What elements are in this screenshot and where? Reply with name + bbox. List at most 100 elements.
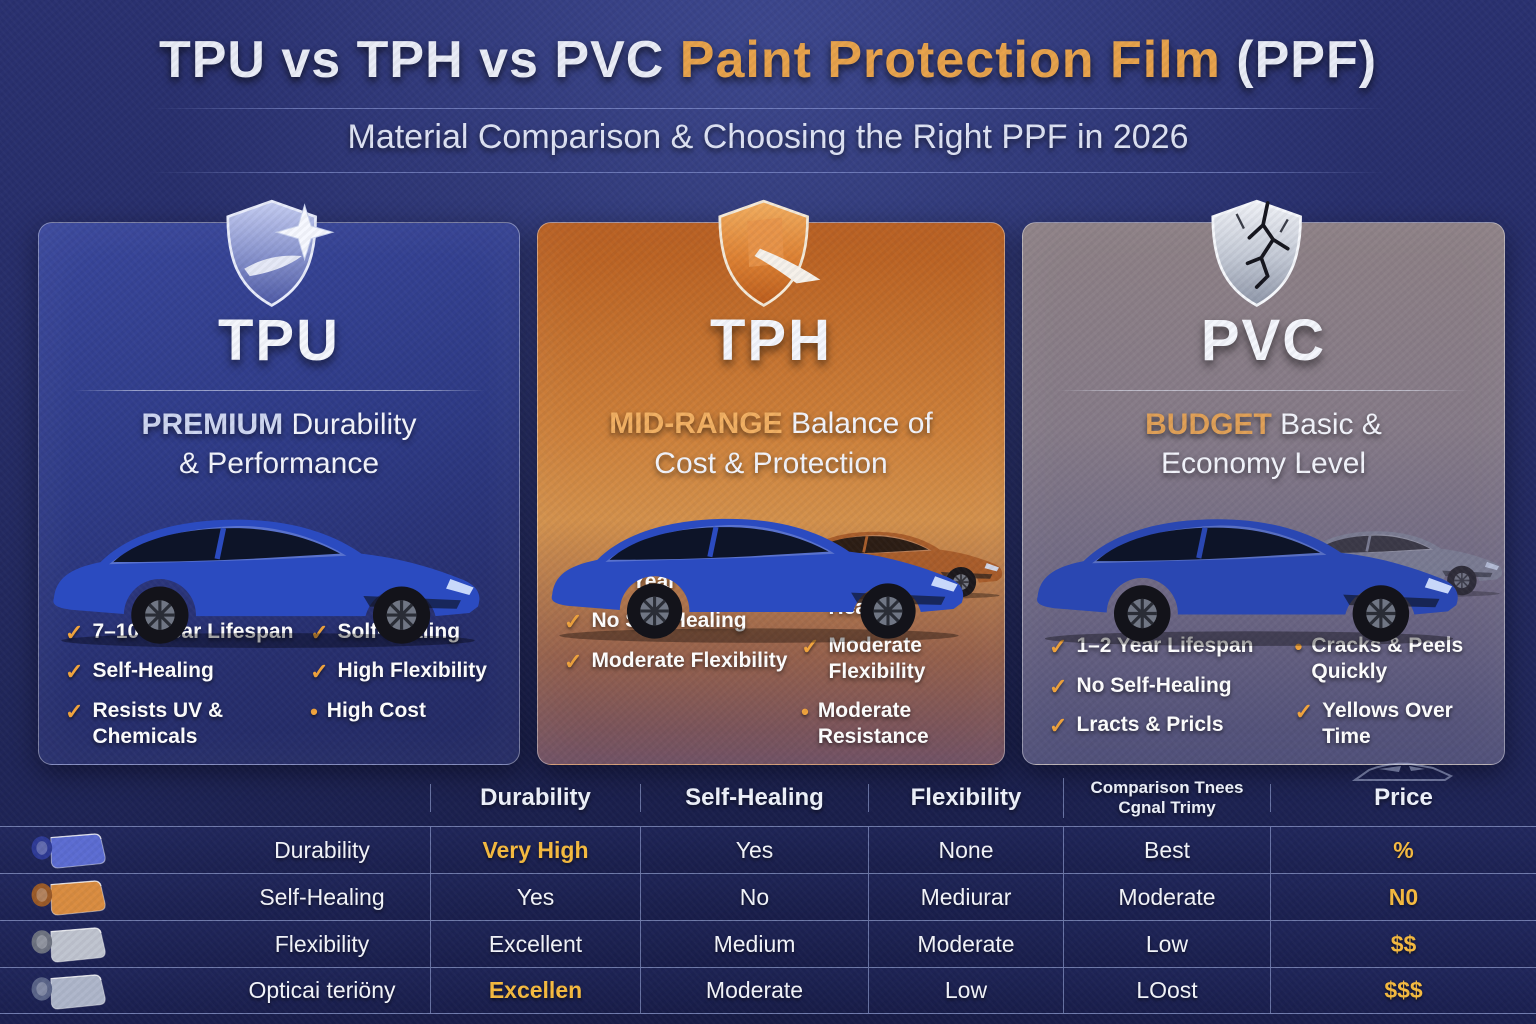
row-label: Flexibility (274, 930, 370, 957)
feature-text: Self-Healing (92, 659, 214, 682)
feature-text: Moderate Resistance (817, 698, 929, 748)
cell: Best (1063, 827, 1270, 873)
row-label: Durability (274, 836, 370, 863)
cell: Low (868, 968, 1063, 1013)
tier-rest: Durability (283, 407, 417, 441)
card-tagline: MID-RANGE Balance of Cost & Protection (538, 404, 1004, 483)
film-roll-silver-icon (0, 921, 150, 967)
feature-text: High Cost (326, 698, 426, 722)
divider (1056, 390, 1471, 391)
column-header-flexibility: Flexibility (868, 784, 1063, 812)
shield-cracked-icon (1200, 193, 1328, 324)
row-label: Opticai teriöny (248, 977, 396, 1003)
film-roll-grey-icon (0, 968, 150, 1013)
cell: Medium (640, 921, 868, 967)
dot-icon: • (1294, 634, 1303, 659)
car-zone (1023, 490, 1504, 625)
check-icon: ✓ (1049, 713, 1068, 738)
check-icon: ✓ (1294, 698, 1314, 724)
cell: Yes (640, 827, 868, 873)
dot-icon: • (801, 698, 809, 724)
column-header-self-healing: Self-Healing (640, 784, 868, 812)
comparison-table-header: Durability Self-Healing Flexibility Comp… (0, 762, 1536, 826)
cell: Very High (430, 827, 640, 873)
header-price-label: Price (1374, 784, 1433, 811)
table-row-durability: Durability Very High Yes None Best % (0, 826, 1536, 873)
shield-orange-icon (707, 193, 835, 324)
page-title: TPU vs TPH vs PVC Paint Protection Film … (0, 30, 1536, 90)
cell: Moderate (868, 921, 1063, 967)
tier-label: MID-RANGE (609, 407, 783, 441)
cell: Excellent (430, 921, 640, 967)
table-row-flexibility: Flexibility Excellent Medium Moderate Lo… (0, 920, 1536, 967)
check-icon: ✓ (564, 648, 583, 674)
card-tagline: PREMIUM Durability & Performance (39, 405, 519, 484)
car-zone (538, 490, 1004, 561)
feature-item: • Moderate Resistance (801, 698, 980, 751)
tier-line2: Economy Level (1160, 447, 1367, 481)
cell: $$$ (1270, 968, 1536, 1013)
cell: Mediurar (868, 874, 1063, 920)
feature-text: High Flexibility (337, 659, 487, 682)
divider (72, 390, 486, 391)
blue-sedan-image (1029, 490, 1469, 647)
column-header-durability: Durability (430, 784, 640, 812)
check-icon: ✓ (310, 659, 329, 684)
blue-sedan-image (544, 490, 974, 644)
cell: Moderate (1063, 874, 1270, 920)
page-subtitle: Material Comparison & Choosing the Right… (347, 118, 1189, 156)
feature-item: ✓ Lracts & Pricls (1049, 712, 1295, 740)
title-materials: TPU vs TPH vs PVC (158, 31, 680, 89)
card-tpu: TPU PREMIUM Durability & Performance ✓ 7–… (38, 199, 520, 765)
feature-item: • High Cost (310, 698, 495, 726)
film-roll-blue-icon (0, 827, 150, 873)
title-accent: Paint Protection Film (679, 31, 1221, 89)
check-icon: ✓ (65, 698, 84, 724)
card-title-tpu: TPU (218, 308, 340, 373)
tier-label: BUDGET (1145, 407, 1272, 441)
divider (150, 172, 1386, 173)
cell: % (1270, 827, 1536, 873)
header-line1: Comparison Tnees (1090, 777, 1244, 797)
cell: N0 (1270, 874, 1536, 920)
check-icon: ✓ (65, 659, 84, 684)
cell: Low (1063, 921, 1270, 967)
card-title-tph: TPH (710, 308, 832, 373)
cell: No (640, 874, 868, 920)
tier-rest: Basic & (1271, 407, 1382, 441)
table-row-optical-clarity: Opticai teriöny Excellen Moderate Low LO… (0, 967, 1536, 1014)
feature-item: ✓ Resists UV & Chemicals (65, 698, 310, 751)
card-tph: TPH MID-RANGE Balance of Cost & Protecti… (537, 199, 1005, 765)
table-row-self-healing: Self-Healing Yes No Mediurar Moderate N0 (0, 873, 1536, 920)
card-title-pvc: PVC (1200, 308, 1327, 373)
dot-icon: • (310, 698, 318, 724)
header-line2: Cgnal Trimy (1118, 798, 1216, 817)
divider (150, 108, 1386, 109)
feature-text: Moderate Flexibility (591, 648, 788, 672)
feature-text: Yellows Over Time (1322, 698, 1453, 748)
column-header-price: Price (1270, 762, 1536, 812)
shield-sparkle-icon (215, 193, 343, 324)
cell: Yes (430, 874, 640, 920)
comparison-table: Durability Very High Yes None Best % Sel… (0, 826, 1536, 1014)
feature-item: ✓ High Flexibility (310, 658, 495, 686)
cell: $$ (1270, 921, 1536, 967)
feature-text: No Self-Healing (1076, 673, 1232, 697)
car-zone (39, 490, 519, 611)
tier-rest: Balance of (782, 407, 933, 441)
card-tagline: BUDGET Basic & Economy Level (1023, 405, 1504, 484)
blue-sedan-image (45, 490, 491, 649)
cell: Moderate (640, 968, 868, 1013)
tier-line2: & Performance (178, 447, 380, 481)
title-suffix: (PPF) (1220, 31, 1378, 89)
cell: LOost (1063, 968, 1270, 1013)
column-header-comparison: Comparison Tnees Cgnal Trimy (1063, 777, 1270, 819)
car-sketch-icon (1351, 762, 1453, 781)
cell: Excellen (430, 968, 640, 1013)
check-icon: ✓ (1049, 673, 1068, 699)
feature-text: Lracts & Pricls (1076, 713, 1224, 736)
feature-text: Resists UV & Chemicals (92, 698, 224, 748)
card-pvc: PVC BUDGET Basic & Economy Level ✓ 1–2 Ye… (1022, 199, 1505, 765)
row-label: Self-Healing (259, 883, 385, 910)
